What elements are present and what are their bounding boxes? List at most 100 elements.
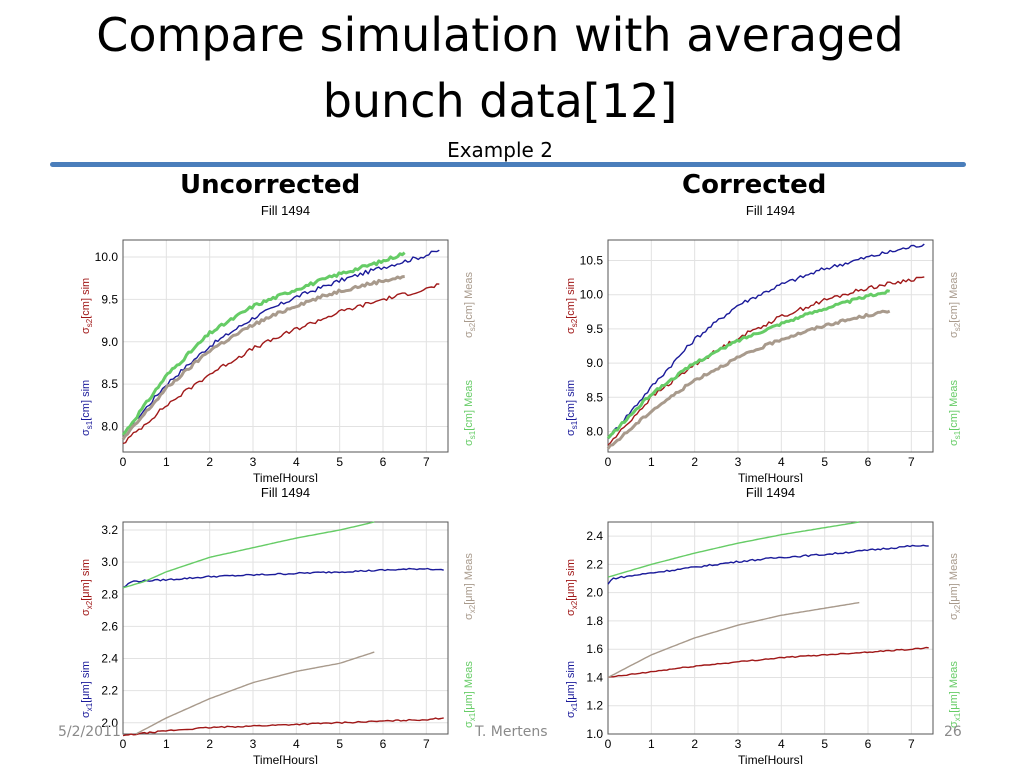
y-label-sim2: σs2[cm] sim	[80, 278, 94, 334]
y-label-meas2: σx2[μm] Meas	[948, 553, 962, 620]
x-tick-label: 6	[865, 737, 872, 751]
x-tick-label: 3	[735, 737, 742, 751]
x-tick-label: 5	[821, 737, 828, 751]
y-tick-label: 8.5	[586, 390, 603, 404]
x-axis-label: Time[Hours]	[738, 753, 803, 764]
plot-frame	[607, 239, 934, 453]
series-line-meas2	[121, 275, 405, 441]
y-tick-label: 1.2	[586, 699, 603, 713]
y-axis-label-left: σx1[μm] sim σx2[μm] sim	[80, 559, 94, 718]
y-tick-label: 2.0	[586, 586, 603, 600]
y-axis-label-left: σx1[μm] sim σx2[μm] sim	[565, 559, 579, 718]
x-tick-label: 4	[293, 455, 300, 469]
x-tick-label: 7	[908, 737, 915, 751]
plot-frame	[122, 521, 449, 735]
plot-frame	[122, 239, 449, 453]
y-label-sim2: σx2[μm] sim	[565, 559, 579, 616]
y-tick-label: 1.8	[586, 614, 603, 628]
y-tick-label: 3.0	[101, 555, 118, 569]
y-axis-label-right: σx1[μm] Meas σx2[μm] Meas	[463, 553, 477, 728]
x-tick-label: 5	[821, 455, 828, 469]
y-tick-label: 9.0	[586, 356, 603, 370]
x-axis-label: Time[Hours]	[253, 753, 318, 764]
plot-border	[607, 239, 934, 453]
series-line-meas1	[607, 521, 860, 578]
slide-subtitle: Example 2	[447, 138, 553, 162]
x-tick-label: 6	[865, 455, 872, 469]
chart-title: Fill 1494	[261, 485, 310, 500]
y-label-sim1: σx1[μm] sim	[80, 661, 94, 718]
plot-border	[122, 521, 449, 735]
title-divider	[50, 162, 966, 167]
x-tick-label: 5	[336, 455, 343, 469]
x-tick-label: 7	[423, 455, 430, 469]
footer-page-number: 26	[944, 724, 962, 740]
y-label-sim1: σx1[μm] sim	[565, 661, 579, 718]
y-axis-label-right: σx1[μm] Meas σx2[μm] Meas	[948, 553, 962, 728]
y-tick-label: 1.0	[586, 727, 603, 741]
slide-title-line1: Compare simulation with averaged	[96, 8, 904, 62]
y-label-meas1: σx1[μm] Meas	[463, 661, 477, 728]
y-label-meas2: σx2[μm] Meas	[463, 553, 477, 620]
y-label-sim2: σs2[cm] sim	[565, 278, 579, 334]
y-tick-label: 10.5	[580, 254, 604, 268]
chart-title: Fill 1494	[261, 203, 310, 218]
x-tick-label: 4	[778, 737, 785, 751]
series-line-sim1	[122, 567, 444, 589]
series-line-meas1	[122, 521, 375, 589]
x-tick-label: 0	[120, 737, 127, 751]
x-axis-label: Time[Hours]	[738, 471, 803, 482]
x-tick-label: 3	[250, 737, 257, 751]
y-tick-label: 10.0	[95, 250, 119, 264]
y-tick-label: 8.0	[586, 424, 603, 438]
series-line-sim1	[607, 243, 925, 439]
y-tick-label: 8.5	[101, 377, 118, 391]
series-line-meas1	[121, 251, 406, 436]
y-axis-label-right: σs1[cm] Meas σs2[cm] Meas	[948, 272, 962, 446]
x-tick-label: 6	[380, 737, 387, 751]
chart-corrected-emittance: Fill 1494 0 1 2 3 4 5 6 7 1.0 1.2 1.4 1.6 1.8 2.0 2.2 2.…	[565, 485, 962, 764]
x-tick-label: 0	[120, 455, 127, 469]
series-line-sim1	[122, 249, 440, 436]
y-label-meas1: σx1[μm] Meas	[948, 661, 962, 728]
heading-corrected: Corrected	[682, 170, 827, 200]
x-tick-label: 1	[648, 737, 655, 751]
heading-uncorrected: Uncorrected	[180, 170, 361, 200]
x-tick-label: 5	[336, 737, 343, 751]
y-label-meas2: σs2[cm] Meas	[948, 272, 962, 338]
plot-frame	[607, 521, 934, 735]
y-label-sim2: σx2[μm] sim	[80, 559, 94, 616]
series-line-meas2	[606, 309, 891, 450]
x-tick-label: 2	[206, 455, 213, 469]
series-line-sim2	[122, 717, 444, 737]
x-tick-label: 7	[908, 455, 915, 469]
y-axis-label-left: σs1[cm] sim σs2[cm] sim	[565, 278, 579, 436]
y-tick-label: 2.2	[586, 557, 603, 571]
plot-border	[607, 521, 934, 735]
slide-title-line2: bunch data[12]	[322, 74, 678, 128]
y-axis-label-left: σs1[cm] sim σs2[cm] sim	[80, 278, 94, 436]
y-tick-label: 9.5	[101, 292, 118, 306]
x-tick-label: 0	[605, 737, 612, 751]
y-tick-label: 1.4	[586, 670, 603, 684]
chart-uncorrected-bunch-length: Fill 1494 0 1 2 3 4 5 6 7 8.0 8.5 9.0 9.5 10.0 Time[Ho…	[80, 203, 477, 482]
x-tick-label: 3	[735, 455, 742, 469]
y-tick-label: 2.4	[586, 529, 603, 543]
x-tick-label: 2	[691, 455, 698, 469]
x-tick-label: 1	[163, 737, 170, 751]
x-tick-label: 7	[423, 737, 430, 751]
y-tick-label: 1.6	[586, 642, 603, 656]
series-line-sim1	[607, 544, 929, 585]
y-tick-label: 9.0	[101, 335, 118, 349]
chart-corrected-bunch-length: Fill 1494 0 1 2 3 4 5 6 7 8.0 8.5 9.0 9.5 10.0 10.5 Tim…	[565, 203, 962, 482]
x-tick-label: 2	[691, 737, 698, 751]
y-tick-label: 2.2	[101, 684, 118, 698]
y-tick-label: 8.0	[101, 420, 118, 434]
chart-title: Fill 1494	[746, 203, 795, 218]
y-label-meas2: σs2[cm] Meas	[463, 272, 477, 338]
y-tick-label: 2.4	[101, 652, 118, 666]
x-tick-label: 1	[163, 455, 170, 469]
series-line-sim2	[122, 283, 440, 445]
y-tick-label: 2.0	[101, 716, 118, 730]
y-tick-label: 2.8	[101, 587, 118, 601]
